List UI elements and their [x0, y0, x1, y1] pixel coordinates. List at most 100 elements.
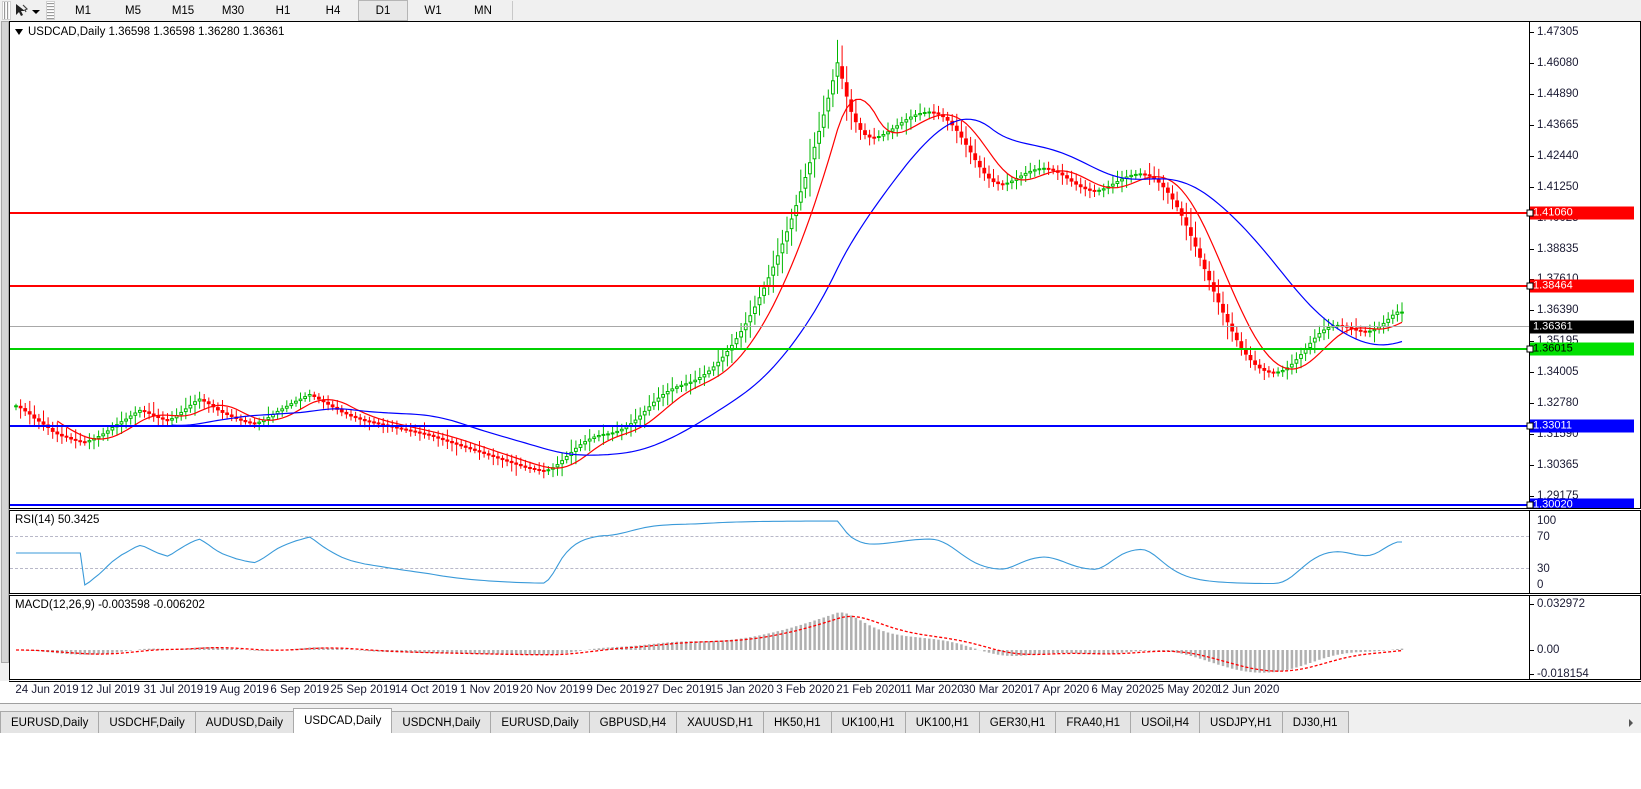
time-axis-label: 21 Feb 2020 [836, 684, 901, 696]
timeframe-mn[interactable]: MN [474, 4, 492, 17]
price-axis-tick [1530, 32, 1534, 33]
price-axis-tick [1530, 248, 1534, 250]
chart-tab-usdcad-daily[interactable]: USDCAD,Daily [293, 708, 393, 734]
resistance-line-1[interactable] [10, 212, 1529, 214]
cursor-tool-group[interactable] [11, 1, 43, 20]
macd-axis: 0.032972 0.00 -0.018154 [1529, 596, 1640, 679]
macd-axis-tick [1530, 604, 1534, 605]
chart-tab-hk50-h1[interactable]: HK50,H1 [762, 711, 832, 734]
price-axis-label: 1.42440 [1537, 149, 1579, 162]
chevron-down-icon[interactable] [31, 6, 40, 15]
macd-pane[interactable]: MACD(12,26,9) -0.003598 -0.006202 0.0329… [9, 595, 1641, 680]
time-axis-label: 15 Jan 2020 [710, 684, 774, 696]
time-axis-separator [9, 681, 1641, 682]
chart-tab-usoil-h4[interactable]: USOil,H4 [1130, 711, 1200, 734]
chart-tab-usdjpy-h1[interactable]: USDJPY,H1 [1199, 711, 1283, 734]
resistance-handle-1[interactable] [1526, 209, 1534, 217]
chart-header: USDCAD,Daily 1.36598 1.36598 1.36280 1.3… [15, 26, 284, 38]
chart-tab-xauusd-h1[interactable]: XAUUSD,H1 [676, 711, 764, 734]
price-axis-tick [1530, 62, 1534, 64]
time-axis-label: 25 May 2020 [1151, 684, 1218, 696]
price-tag-support-2[interactable]: 1.30020 [1530, 498, 1634, 508]
tabs-scroll-right-icon[interactable] [1625, 712, 1641, 734]
rsi-axis-label: 70 [1537, 531, 1550, 543]
price-axis[interactable]: 1.41060 1.38464 1.36361 1.36015 1.33011 … [1526, 22, 1640, 508]
chart-tab-usdchf-daily[interactable]: USDCHF,Daily [98, 711, 196, 734]
rsi-canvas[interactable] [10, 511, 1529, 593]
rsi-axis-label: 100 [1537, 515, 1557, 527]
timeframe-toolbar: M1 M5 M15 M30 H1 H4 D1 W1 MN [0, 0, 1641, 22]
time-axis-label: 25 Sep 2019 [330, 684, 396, 696]
price-tag-level[interactable]: 1.36015 [1530, 342, 1634, 356]
price-canvas[interactable] [10, 22, 1529, 508]
timeframe-h1[interactable]: H1 [275, 4, 291, 17]
time-axis-label: 24 Jun 2019 [15, 684, 79, 696]
current-level-line[interactable] [10, 348, 1529, 350]
chart-tab-fra40-h1[interactable]: FRA40,H1 [1055, 711, 1132, 734]
timeframe-m1[interactable]: M1 [75, 4, 91, 17]
price-axis-tick [1530, 403, 1534, 405]
macd-axis-tick [1530, 674, 1534, 675]
chart-tab-uk100-h1[interactable]: UK100,H1 [904, 711, 980, 734]
timeframe-m30[interactable]: M30 [221, 4, 245, 17]
chart-tab-dj30-h1[interactable]: DJ30,H1 [1281, 711, 1349, 734]
time-axis-label: 11 Mar 2020 [899, 684, 964, 696]
chart-tab-eurusd-daily[interactable]: EURUSD,Daily [0, 711, 100, 734]
macd-axis-label: -0.018154 [1537, 668, 1589, 680]
resistance-handle-2[interactable] [1526, 282, 1534, 290]
price-axis-label: 1.44890 [1537, 87, 1579, 100]
support-line-1[interactable] [10, 425, 1529, 427]
support-handle-2[interactable] [1526, 501, 1534, 508]
timeframe-m15[interactable]: M15 [171, 4, 195, 17]
time-axis-label: 19 Aug 2019 [204, 684, 269, 696]
time-axis-label: 31 Jul 2019 [143, 684, 204, 696]
time-axis-label: 12 Jul 2019 [80, 684, 140, 696]
price-pane[interactable]: USDCAD,Daily 1.36598 1.36598 1.36280 1.3… [9, 21, 1641, 509]
timeframe-w1[interactable]: W1 [424, 4, 442, 17]
price-tag-support-1[interactable]: 1.33011 [1530, 419, 1634, 433]
price-axis-tick [1530, 310, 1534, 312]
price-tag-resistance-2[interactable]: 1.38464 [1530, 279, 1634, 293]
price-axis-label: 1.34005 [1537, 366, 1579, 379]
time-axis-label: 12 Jun 2020 [1216, 684, 1280, 696]
macd-label: MACD(12,26,9) -0.003598 -0.006202 [15, 599, 205, 611]
time-axis-label: 14 Oct 2019 [394, 684, 458, 696]
time-axis-label: 9 Dec 2019 [586, 684, 646, 696]
price-tag-resistance-1[interactable]: 1.41060 [1530, 206, 1634, 220]
price-axis-label: 1.46080 [1537, 56, 1579, 69]
timeframe-h4[interactable]: H4 [325, 4, 341, 17]
scrollbar-thumb[interactable] [1, 21, 9, 663]
chart-tab-gbpusd-h4[interactable]: GBPUSD,H4 [588, 711, 678, 734]
time-axis-label: 17 Apr 2020 [1027, 684, 1090, 696]
collapse-triangle-icon[interactable] [15, 29, 23, 35]
chart-tab-usdcnh-daily[interactable]: USDCNH,Daily [391, 711, 492, 734]
price-axis-label: 1.32780 [1537, 397, 1579, 410]
rsi-pane[interactable]: RSI(14) 50.3425 100 70 30 0 [9, 510, 1641, 594]
resistance-line-2[interactable] [10, 285, 1529, 287]
macd-axis-tick [1530, 650, 1534, 651]
chart-tab-uk100-h1[interactable]: UK100,H1 [830, 711, 906, 734]
macd-canvas[interactable] [10, 596, 1529, 679]
chart-tabs-bar: EURUSD,Daily USDCHF,Daily AUDUSD,Daily USDC… [0, 703, 1641, 734]
time-axis-label: 20 Nov 2019 [519, 684, 586, 696]
rsi-axis-label: 0 [1537, 579, 1544, 591]
toolbar-grip[interactable] [2, 1, 11, 20]
cursor-arrow-icon[interactable] [14, 3, 29, 18]
toolbar-divider [512, 1, 513, 20]
time-axis-label: 30 Mar 2020 [962, 684, 1028, 696]
timeframe-m5[interactable]: M5 [125, 4, 141, 17]
price-axis-tick [1530, 186, 1534, 188]
chart-tab-ger30-h1[interactable]: GER30,H1 [978, 711, 1057, 734]
chart-tab-eurusd-daily[interactable]: EURUSD,Daily [490, 711, 590, 734]
support-line-2[interactable] [10, 504, 1529, 506]
timeframe-d1[interactable]: D1 [358, 0, 408, 21]
price-axis-label: 1.38835 [1537, 242, 1579, 255]
price-axis-tick [1530, 341, 1534, 343]
support-handle-1[interactable] [1526, 422, 1534, 430]
current-level-handle[interactable] [1526, 345, 1534, 353]
rsi-axis-label: 30 [1537, 563, 1550, 575]
rsi-axis: 100 70 30 0 [1529, 511, 1640, 593]
chart-tab-audusd-daily[interactable]: AUDUSD,Daily [194, 711, 295, 734]
rsi-series [16, 520, 1402, 586]
time-axis[interactable]: 24 Jun 2019 12 Jul 2019 31 Jul 2019 19 Aug … [9, 681, 1641, 703]
